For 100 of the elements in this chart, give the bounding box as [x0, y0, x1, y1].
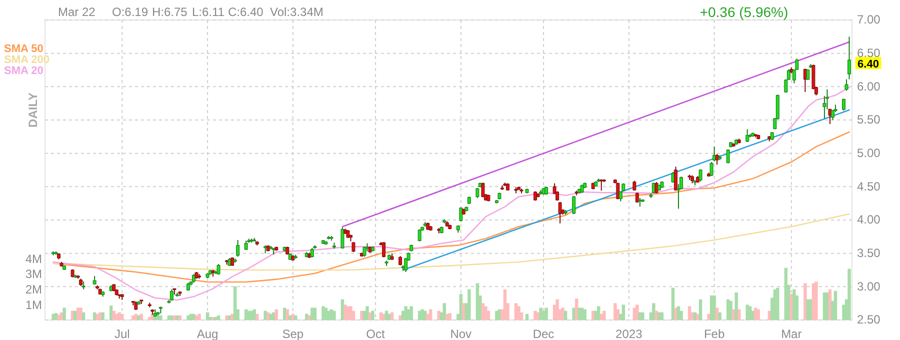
candlestick	[481, 182, 485, 198]
candlestick	[654, 182, 658, 194]
bar	[602, 310, 606, 320]
x-tick-label: Mar	[781, 327, 802, 340]
bar	[410, 306, 413, 320]
bar	[294, 315, 298, 320]
bar	[517, 306, 520, 320]
bar	[390, 312, 394, 320]
bar	[192, 314, 196, 320]
bar	[230, 314, 234, 320]
y2-tick-label: 2M	[25, 282, 42, 297]
bar	[344, 304, 347, 320]
x-tick-label: Oct	[366, 327, 386, 340]
y-tick-label: 3.50	[857, 246, 881, 260]
y-tick-label: 4.50	[857, 179, 881, 194]
bar	[446, 314, 449, 320]
bar	[712, 295, 716, 320]
bar	[636, 304, 639, 320]
candlestick	[844, 78, 848, 92]
line-series	[52, 213, 850, 271]
bar	[525, 314, 529, 320]
bar	[132, 315, 135, 320]
bar	[448, 313, 452, 320]
bar	[101, 312, 104, 320]
candlestick	[842, 98, 846, 112]
text: SMA 50	[4, 43, 44, 55]
y-tick-label: 5.00	[857, 146, 881, 160]
bar	[62, 308, 66, 320]
bar	[734, 292, 738, 320]
y-tick-label: 7.00	[857, 12, 881, 27]
bar	[283, 308, 286, 320]
candlestick	[710, 162, 714, 176]
text: Mar 22	[58, 5, 96, 20]
bar	[578, 308, 581, 320]
bar	[544, 308, 548, 320]
bar	[360, 310, 364, 320]
candlestick	[459, 206, 463, 222]
bar	[809, 299, 812, 320]
bar	[814, 282, 818, 320]
bar	[96, 314, 99, 320]
bar	[641, 312, 644, 320]
bar	[176, 315, 179, 320]
candlestick	[715, 154, 719, 166]
bar	[674, 308, 678, 320]
bar	[332, 310, 336, 320]
bar	[313, 308, 317, 320]
bar	[468, 289, 471, 320]
bar	[564, 310, 568, 320]
candlestick	[352, 242, 356, 252]
text: O:6.19	[112, 5, 148, 20]
bar	[658, 312, 661, 320]
bar	[583, 309, 586, 320]
bar	[178, 315, 182, 320]
bar	[225, 315, 228, 320]
bar	[746, 304, 749, 320]
bar	[622, 304, 626, 320]
y-tick-label: 2.50	[857, 312, 881, 327]
bar	[556, 299, 559, 320]
bar	[170, 315, 174, 320]
bar	[82, 312, 86, 320]
x-tick-label: Feb	[704, 327, 725, 340]
y-tick-label: 3.00	[857, 279, 881, 294]
candlestick	[726, 148, 730, 164]
bar	[534, 310, 537, 320]
bar	[718, 312, 722, 320]
candlestick	[616, 182, 620, 200]
y-tick-label: 6.50	[857, 46, 881, 60]
candlestick	[340, 226, 344, 250]
bar	[198, 314, 201, 320]
bar	[366, 306, 369, 320]
text: C:6.40	[228, 5, 264, 20]
bar	[596, 306, 600, 320]
x-tick-label: 2023	[616, 327, 643, 340]
bar	[495, 310, 498, 320]
y-tick-label: 6.00	[857, 79, 881, 94]
y2-tick-label: 3M	[25, 267, 42, 282]
bar	[652, 303, 656, 320]
candlestick	[382, 242, 386, 258]
y2-tick-label: 1M	[25, 298, 42, 312]
bar	[756, 309, 760, 320]
bar	[186, 315, 190, 320]
text: H:6.75	[152, 5, 188, 20]
y2-tick-label: 4M	[25, 252, 42, 266]
bar	[305, 314, 308, 320]
bar	[288, 315, 292, 320]
bar	[208, 316, 212, 320]
bar	[79, 308, 82, 320]
candlestick	[362, 246, 366, 258]
bar	[140, 314, 144, 320]
candlestick	[828, 108, 832, 124]
bar	[539, 308, 542, 320]
text: Vol:3.34M	[270, 5, 324, 20]
bar	[264, 310, 267, 320]
bar	[255, 314, 259, 320]
bar	[371, 310, 374, 320]
bar	[848, 268, 851, 320]
bar	[120, 314, 124, 320]
text: SMA 20	[4, 65, 44, 77]
bar	[826, 292, 829, 320]
bar	[137, 315, 140, 320]
